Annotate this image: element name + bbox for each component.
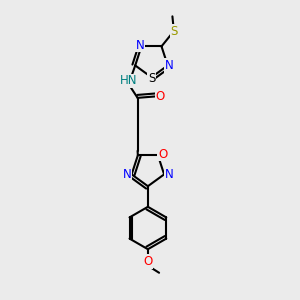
Text: N: N	[164, 168, 173, 181]
Text: S: S	[170, 25, 178, 38]
Text: O: O	[143, 255, 152, 268]
Text: S: S	[148, 72, 155, 85]
Text: O: O	[155, 90, 165, 103]
Text: O: O	[158, 148, 167, 160]
Text: HN: HN	[120, 74, 137, 87]
Text: N: N	[164, 59, 173, 72]
Text: N: N	[123, 168, 131, 181]
Text: N: N	[136, 39, 145, 52]
